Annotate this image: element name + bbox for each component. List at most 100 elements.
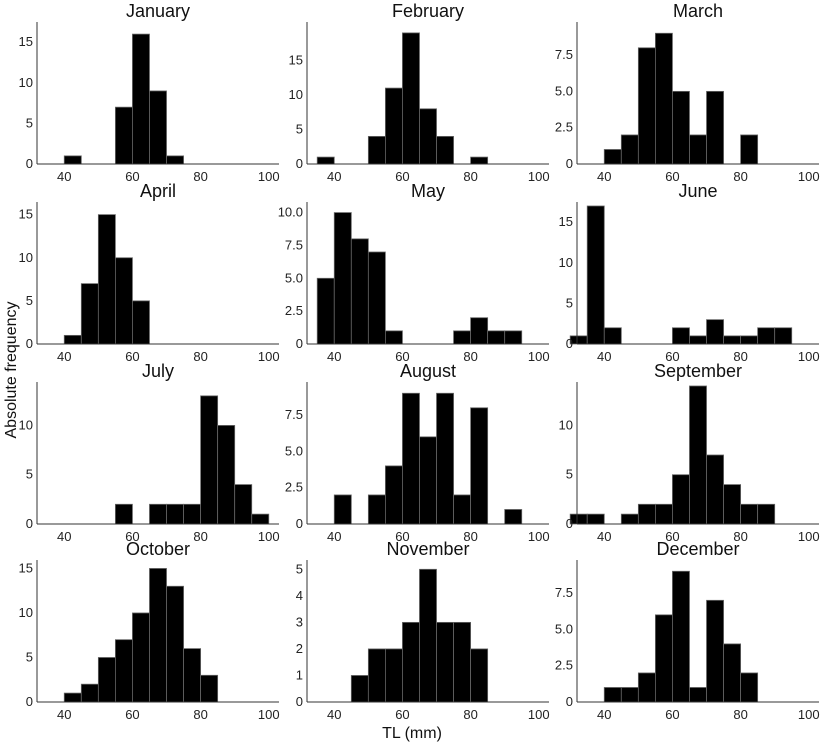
histogram-bar [80,283,99,345]
histogram-bar [689,134,707,165]
x-axis-label: TL (mm) [382,725,442,742]
x-tick-label: 100 [798,707,820,722]
x-tick-label: 40 [327,529,341,544]
histogram-bar [63,692,82,703]
histogram-bar [470,648,489,703]
x-tick-label: 60 [395,349,409,364]
y-tick-label: 0 [26,336,33,351]
histogram-bar [97,214,116,345]
histogram-bar [114,639,133,703]
x-tick-label: 100 [528,169,550,184]
x-tick-label: 40 [597,349,611,364]
histogram-bar [384,465,403,525]
x-tick-label: 100 [528,349,550,364]
y-tick-label: 2 [296,641,303,656]
histogram-bar [149,503,167,525]
panel-title: January [126,1,190,21]
x-tick-label: 100 [258,707,280,722]
x-tick-label: 100 [258,349,280,364]
histogram-bar [654,614,673,703]
histogram-bar [384,648,403,703]
histogram-bar [114,503,133,525]
histogram-bar [251,513,270,525]
histogram-bar [402,32,420,165]
y-tick-label: 2.5 [285,480,303,495]
x-tick-label: 40 [57,529,71,544]
histogram-bar [80,683,99,703]
histogram-bar [453,621,472,703]
histogram-bar [504,509,523,525]
y-tick-label: 10 [559,255,573,270]
x-tick-label: 80 [733,169,747,184]
x-tick-label: 40 [57,349,71,364]
y-tick-label: 0 [296,694,303,709]
panel-december: December 40 60 80 100 0 2.5 5.0 7.5 [555,539,820,722]
histogram-bar [63,155,82,165]
panel-may: May 40 60 80 100 0 2.5 5.0 7.5 10.0 [278,181,550,364]
x-tick-label: 40 [327,169,341,184]
histogram-bar [637,672,656,703]
x-tick-label: 100 [528,707,550,722]
histogram-bar [333,494,352,525]
histogram-bar [637,503,656,525]
y-tick-label: 0 [26,516,33,531]
histogram-bar [586,205,605,345]
histogram-bar [723,484,742,525]
histogram-bar [132,300,150,345]
x-tick-label: 60 [125,707,139,722]
x-tick-label: 80 [463,349,477,364]
histogram-bar [367,251,386,345]
x-tick-label: 80 [193,169,207,184]
histogram-bar [586,513,605,525]
histogram-bar [316,156,335,165]
histogram-bar [132,33,150,165]
panel-january: January 40 60 80 100 0 5 10 15 [19,1,280,184]
histogram-bar [402,621,420,703]
y-tick-label: 5 [296,561,303,576]
y-tick-label: 0 [566,156,573,171]
histogram-bar [706,454,724,525]
histogram-bar [316,277,335,345]
histogram-bar [620,687,639,703]
y-tick-label: 0 [566,336,573,351]
y-tick-label: 0 [26,694,33,709]
y-tick-label: 7.5 [555,585,573,600]
y-tick-label: 5.0 [555,83,573,98]
y-tick-label: 5 [26,467,33,482]
histogram-bar [333,212,352,345]
x-tick-label: 60 [395,529,409,544]
histogram-bar [350,675,369,703]
histogram-bar [166,503,184,525]
histogram-bar [367,135,386,165]
y-tick-label: 4 [296,588,303,603]
y-tick-label: 5 [26,115,33,130]
y-tick-label: 10 [289,87,303,102]
y-tick-label: 0 [296,336,303,351]
histogram-bar [384,330,403,345]
y-tick-label: 5 [26,293,33,308]
y-tick-label: 10 [19,75,33,90]
histogram-bar [689,335,707,345]
panel-title: April [140,181,176,201]
histogram-bar [723,335,742,345]
x-tick-label: 80 [463,529,477,544]
panel-title: February [392,1,464,21]
histogram-bar [217,425,236,525]
x-tick-label: 80 [193,349,207,364]
histogram-bar [453,330,472,345]
histogram-bar [603,327,622,345]
histogram-bar [672,327,690,345]
y-axis-label: Absolute frequency [3,302,20,439]
x-tick-label: 40 [597,169,611,184]
histogram-bar [149,90,167,165]
histogram-bar [689,385,707,525]
x-tick-label: 80 [733,707,747,722]
histogram-bar [419,568,437,703]
panel-title: June [678,181,717,201]
histogram-bar [723,643,742,703]
histogram-bar [672,570,690,703]
panel-title: December [656,539,739,559]
x-tick-label: 60 [395,707,409,722]
x-tick-label: 60 [665,349,679,364]
x-tick-label: 100 [258,529,280,544]
